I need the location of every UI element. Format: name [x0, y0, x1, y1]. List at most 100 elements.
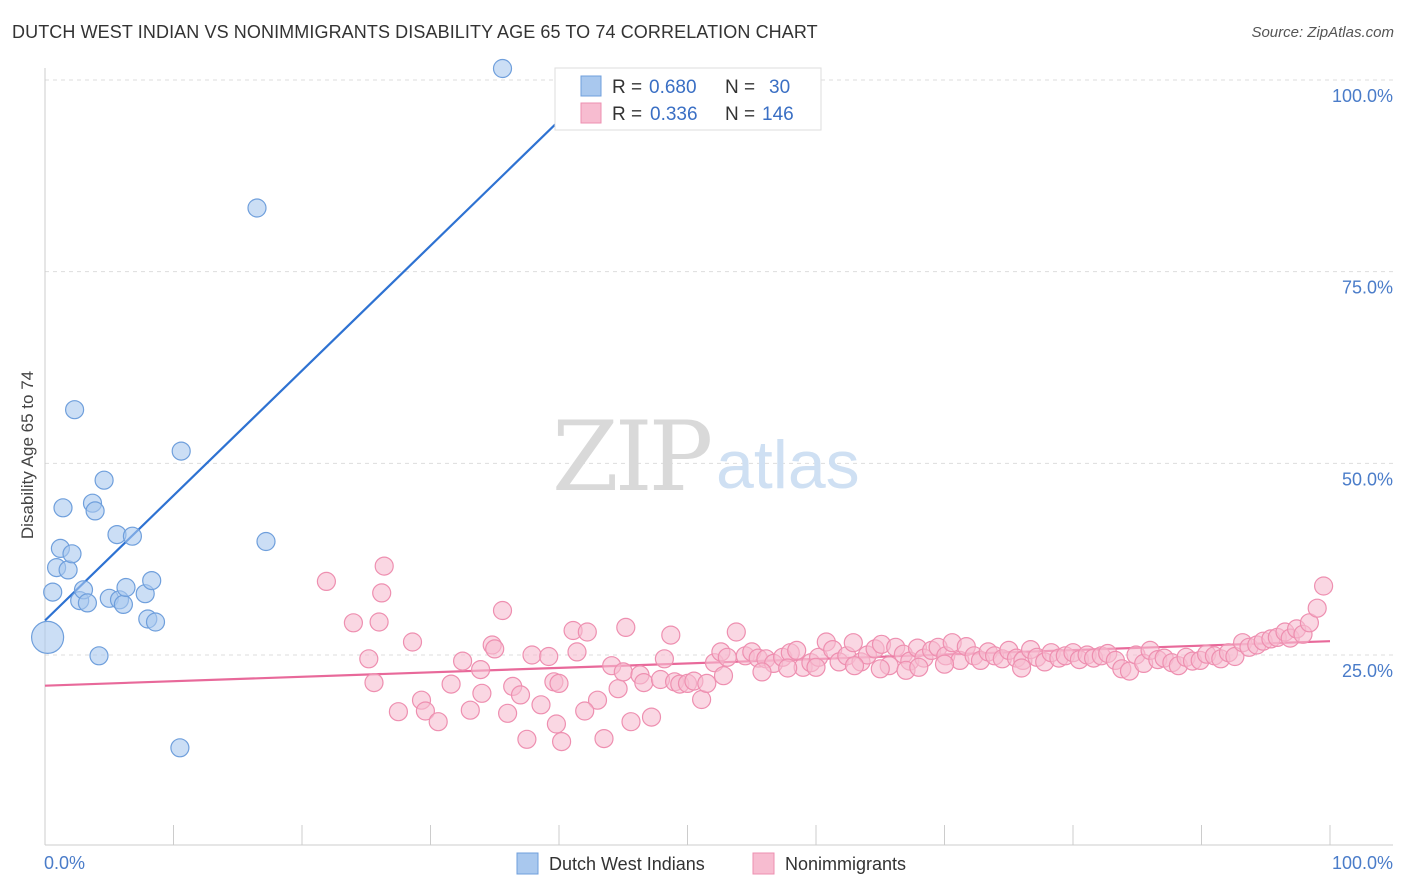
legend-r-value-1: 0.680	[649, 77, 697, 98]
legend-n-label-1: N =	[725, 77, 755, 98]
point-nonimmigrants-29	[577, 622, 597, 642]
point-nonimmigrants-33	[608, 679, 628, 699]
point-nonimmigrants-149	[934, 654, 955, 674]
legend-n-value-2: 146	[762, 104, 794, 125]
point-nonimmigrants-134	[1313, 576, 1334, 596]
point-dutch-west-indians-29	[492, 58, 513, 79]
point-nonimmigrants-14	[471, 659, 491, 680]
series-legend: Dutch West Indians Nonimmigrants	[516, 852, 906, 875]
point-nonimmigrants-10	[415, 701, 435, 721]
point-nonimmigrants-150	[1011, 658, 1032, 678]
point-nonimmigrants-39	[641, 707, 662, 727]
point-nonimmigrants-18	[498, 703, 518, 723]
point-nonimmigrants-51	[726, 622, 746, 642]
point-nonimmigrants-59	[787, 640, 807, 661]
point-dutch-west-indians-6	[62, 544, 82, 564]
point-nonimmigrants-47	[697, 673, 717, 694]
point-nonimmigrants-67	[843, 633, 863, 653]
point-nonimmigrants-25	[549, 673, 569, 694]
point-dutch-west-indians-19	[116, 577, 136, 598]
point-nonimmigrants-22	[531, 695, 551, 715]
point-nonimmigrants-143	[778, 658, 798, 678]
point-nonimmigrants-28	[567, 642, 587, 662]
point-nonimmigrants-133	[1307, 598, 1327, 618]
point-dutch-west-indians-12	[85, 501, 105, 521]
axes	[44, 68, 1393, 846]
y-tick-label-0: 25.0%	[1342, 661, 1393, 681]
point-nonimmigrants-142	[752, 662, 772, 682]
y-tick-label-1: 50.0%	[1342, 469, 1393, 489]
point-nonimmigrants-8	[402, 632, 423, 652]
point-dutch-west-indians-1	[43, 582, 63, 602]
point-nonimmigrants-20	[517, 729, 537, 749]
point-nonimmigrants-41	[661, 625, 681, 645]
point-nonimmigrants-31	[594, 728, 614, 749]
point-nonimmigrants-1	[343, 613, 363, 633]
legend-label-dutch-west-indians: Dutch West Indians	[549, 854, 705, 874]
legend-r-label-1: R =	[612, 77, 642, 98]
point-nonimmigrants-146	[870, 659, 890, 679]
point-nonimmigrants-7	[388, 702, 408, 722]
point-nonimmigrants-135	[453, 651, 473, 671]
point-nonimmigrants-6	[374, 556, 394, 576]
y-tick-label-3: 100.0%	[1332, 86, 1393, 106]
x-tick-labels: 0.0% 100.0%	[44, 853, 1393, 873]
point-nonimmigrants-50	[717, 647, 737, 667]
legend-label-nonimmigrants: Nonimmigrants	[785, 854, 906, 874]
point-dutch-west-indians-13	[89, 646, 109, 666]
point-nonimmigrants-30	[587, 690, 608, 710]
x-tick-label-1: 100.0%	[1332, 853, 1393, 873]
gridlines	[45, 79, 1393, 656]
point-dutch-west-indians-14	[94, 470, 114, 490]
y-tick-label-2: 75.0%	[1342, 278, 1393, 298]
legend-swatch-dutch-west-indians	[516, 852, 539, 875]
watermark-atlas: atlas	[716, 427, 860, 503]
point-nonimmigrants-36	[621, 712, 641, 732]
point-dutch-west-indians-26	[170, 738, 190, 758]
point-nonimmigrants-21	[522, 645, 542, 665]
point-nonimmigrants-3	[364, 672, 384, 693]
legend-r-value-2: 0.336	[650, 104, 698, 125]
point-nonimmigrants-13	[460, 700, 480, 720]
legend-swatch-blue	[580, 75, 602, 97]
point-nonimmigrants-0	[316, 571, 336, 592]
point-nonimmigrants-132	[1299, 613, 1320, 633]
point-nonimmigrants-34	[613, 662, 633, 682]
watermark-zip: ZIP	[552, 401, 711, 513]
legend-swatch-nonimmigrants	[752, 852, 775, 875]
point-nonimmigrants-35	[616, 617, 636, 638]
point-dutch-west-indians-18	[113, 594, 134, 615]
trend-line-dutch-west-indians	[44, 113, 567, 622]
point-nonimmigrants-136	[472, 683, 492, 703]
point-dutch-west-indians-7	[64, 400, 85, 420]
point-dutch-west-indians-27	[247, 198, 267, 218]
point-dutch-west-indians-10	[77, 593, 98, 613]
x-tick-label-0: 0.0%	[44, 853, 85, 873]
point-nonimmigrants-17	[492, 600, 513, 621]
point-dutch-west-indians-4	[53, 498, 73, 518]
legend-r-label-2: R =	[612, 104, 642, 125]
point-nonimmigrants-12	[441, 674, 461, 694]
point-nonimmigrants-148	[909, 657, 929, 677]
point-dutch-west-indians-24	[145, 612, 166, 632]
point-nonimmigrants-16	[485, 639, 505, 659]
point-nonimmigrants-144	[806, 657, 826, 677]
point-nonimmigrants-138	[546, 714, 567, 734]
point-dutch-west-indians-28	[256, 531, 276, 552]
point-nonimmigrants-137	[510, 685, 531, 705]
correlation-legend: R = 0.680 N = 30 R = 0.336 N = 146	[554, 67, 822, 131]
point-dutch-west-indians-5	[58, 560, 78, 580]
point-dutch-west-indians-0	[30, 620, 65, 655]
point-nonimmigrants-5	[372, 583, 392, 603]
point-dutch-west-indians-25	[171, 441, 191, 461]
legend-swatch-pink	[580, 102, 602, 124]
point-dutch-west-indians-23	[142, 570, 162, 591]
point-nonimmigrants-11	[428, 712, 448, 732]
point-nonimmigrants-145	[844, 656, 865, 676]
legend-n-label-2: N =	[725, 104, 755, 125]
point-nonimmigrants-140	[654, 649, 675, 669]
y-axis-label: Disability Age 65 to 74	[18, 371, 37, 539]
point-nonimmigrants-2	[359, 649, 379, 669]
source-label: Source: ZipAtlas.com	[1251, 24, 1394, 41]
chart-title: DUTCH WEST INDIAN VS NONIMMIGRANTS DISAB…	[12, 22, 818, 42]
